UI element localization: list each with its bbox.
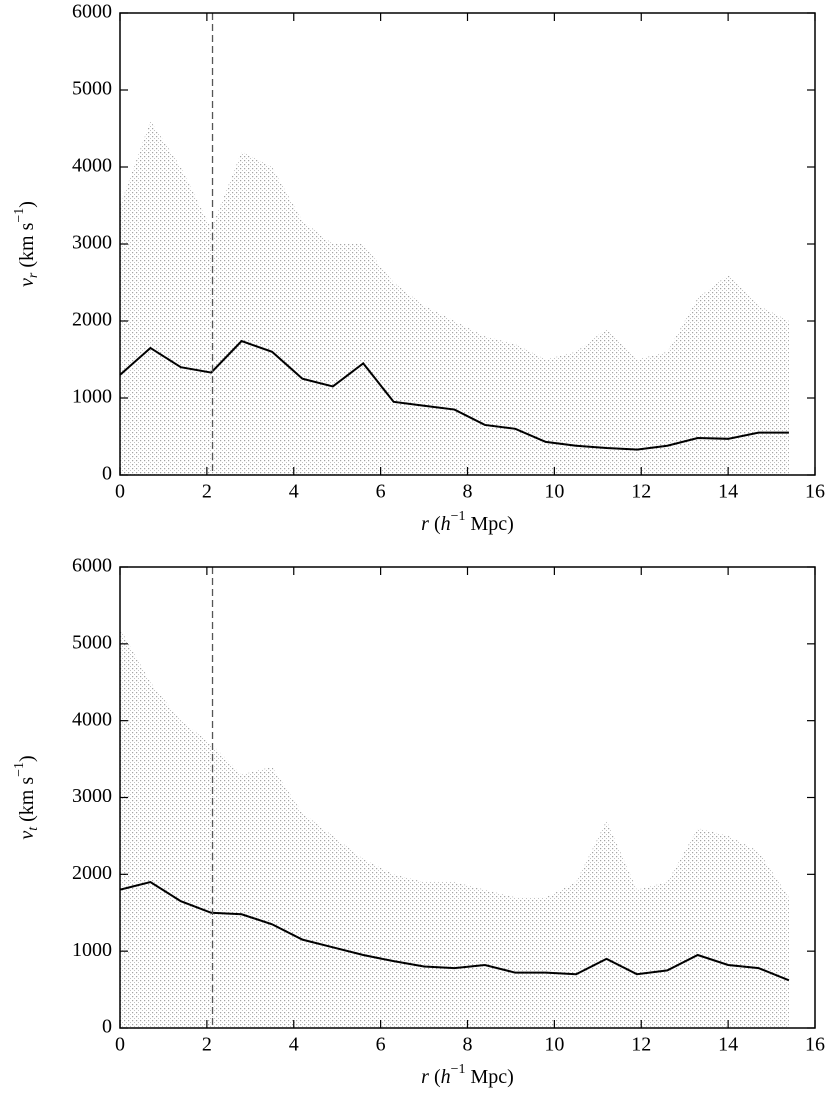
y-tick-label: 2000: [72, 309, 112, 331]
x-axis-label-part: Mpc): [466, 513, 514, 535]
y-axis-label-part: −1: [12, 762, 27, 777]
y-tick-label: 1000: [72, 939, 112, 961]
panel: 0 2 4 6 8 10 12 14 16 0 1000 2000 3000 4000 5000 6000 r …: [12, 555, 825, 1088]
y-tick-label: 2000: [72, 862, 112, 884]
x-axis-label-part: r: [421, 1066, 429, 1088]
median-line: [119, 880, 790, 982]
x-axis-label-part: Mpc): [466, 1066, 514, 1088]
y-axis-label-part: ): [16, 755, 38, 762]
x-tick-label: 12: [631, 1034, 651, 1056]
x-axis-label-part: h: [441, 1066, 451, 1088]
x-tick-label: 2: [202, 481, 212, 503]
x-axis-label: r (h−1 Mpc): [421, 1062, 514, 1087]
x-axis-label-part: −1: [451, 1062, 466, 1077]
y-axis-label-part: −1: [12, 208, 27, 223]
y-tick-label: 4000: [72, 708, 112, 730]
y-axis-label-part: v: [16, 278, 38, 287]
x-axis-label-part: (: [429, 513, 441, 535]
y-axis-label-part: v: [16, 831, 38, 840]
x-tick-label: 16: [805, 481, 825, 503]
x-axis-label: r (h−1 Mpc): [421, 509, 514, 534]
y-tick-label: 0: [102, 1016, 112, 1038]
panel: 0 2 4 6 8 10 12 14 16 0 1000 2000 3000 4000 5000 6000 r …: [12, 1, 825, 535]
y-tick-label: 3000: [72, 785, 112, 807]
x-tick-label: 6: [376, 1034, 386, 1056]
x-tick-label: 2: [202, 1034, 212, 1056]
y-axis-label-part: t: [26, 826, 41, 831]
x-axis-label-part: −1: [451, 509, 466, 524]
y-tick-label: 6000: [72, 1, 112, 23]
x-tick-label: 8: [463, 1034, 473, 1056]
x-tick-label: 16: [805, 1034, 825, 1056]
y-axis-label-part: (km s: [16, 222, 38, 272]
x-tick-label: 6: [376, 481, 386, 503]
scatter-cloud: [120, 120, 789, 476]
x-tick-label: 0: [115, 1034, 125, 1056]
y-tick-label: 1000: [72, 386, 112, 408]
y-tick-label: 3000: [72, 232, 112, 254]
y-tick-label: 5000: [72, 631, 112, 653]
y-tick-label: 4000: [72, 155, 112, 177]
x-tick-label: 4: [289, 481, 299, 503]
y-axis-label-part: ): [16, 201, 38, 208]
x-tick-label: 10: [544, 481, 564, 503]
x-axis-label-part: (: [429, 1066, 441, 1088]
median-line: [119, 339, 789, 451]
x-tick-label: 0: [115, 481, 125, 503]
x-axis-label-part: r: [421, 513, 429, 535]
y-axis-label: vt (km s−1): [12, 755, 41, 839]
x-tick-label: 8: [463, 481, 473, 503]
x-tick-label: 14: [718, 481, 738, 503]
x-tick-label: 4: [289, 1034, 299, 1056]
y-tick-label: 6000: [72, 555, 112, 577]
y-axis-label-part: r: [26, 272, 41, 278]
x-tick-label: 12: [631, 481, 651, 503]
scatter-cloud: [120, 628, 789, 1028]
y-tick-label: 5000: [72, 78, 112, 100]
y-tick-label: 0: [102, 463, 112, 485]
x-tick-label: 14: [718, 1034, 738, 1056]
y-axis-label: vr (km s−1): [12, 201, 41, 287]
x-tick-label: 10: [544, 1034, 564, 1056]
y-axis-label-part: (km s: [16, 777, 38, 827]
x-axis-label-part: h: [441, 513, 451, 535]
